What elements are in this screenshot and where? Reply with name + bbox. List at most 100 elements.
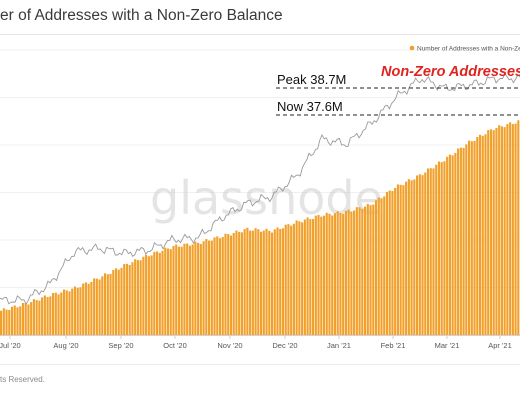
bar	[128, 264, 131, 335]
bar	[153, 251, 156, 335]
bar	[136, 260, 139, 335]
bar	[287, 224, 290, 335]
bar	[76, 287, 79, 335]
bar	[232, 233, 235, 335]
bar	[147, 256, 150, 335]
bar	[62, 289, 66, 335]
bar	[202, 241, 205, 335]
bar	[161, 250, 164, 335]
bar	[249, 230, 252, 335]
bar	[175, 244, 178, 335]
bar	[57, 294, 60, 335]
bar	[38, 300, 41, 335]
bar	[506, 124, 509, 335]
bar	[172, 246, 175, 335]
highlight-label: Non-Zero Addresses	[381, 64, 520, 80]
bar	[123, 264, 126, 335]
bar	[470, 141, 473, 335]
bar	[383, 196, 386, 335]
footer-divider	[0, 364, 520, 365]
bar	[260, 231, 263, 335]
bar	[13, 305, 16, 335]
x-tick-label: Nov '20	[217, 341, 242, 350]
bar	[459, 147, 462, 335]
bar	[197, 242, 200, 335]
bar	[418, 174, 421, 335]
bar	[112, 270, 115, 335]
bar	[131, 262, 134, 335]
bar	[511, 124, 514, 335]
bar	[54, 292, 57, 335]
x-tick-label: Apr '21	[488, 341, 512, 350]
bar	[295, 220, 298, 335]
bar	[82, 283, 85, 335]
bar	[177, 246, 181, 335]
bar	[380, 198, 383, 335]
bar	[35, 300, 38, 335]
bar	[333, 213, 337, 335]
bar	[180, 246, 183, 335]
bar	[484, 134, 487, 335]
bar	[205, 239, 208, 335]
title-divider	[0, 34, 520, 35]
bar	[120, 267, 123, 335]
legend-label: Number of Addresses with a Non-Zero Bala…	[417, 46, 520, 53]
bar	[353, 210, 356, 335]
bar	[487, 130, 490, 335]
bar	[446, 156, 449, 335]
bar	[84, 282, 87, 335]
bar	[405, 181, 408, 335]
bar	[344, 210, 347, 335]
bar	[117, 269, 120, 335]
bar	[407, 179, 410, 335]
chart-title: er of Addresses with a Non-Zero Balance	[0, 7, 283, 24]
bar	[385, 191, 389, 335]
bar	[320, 216, 323, 335]
bar	[322, 215, 326, 335]
bar	[273, 229, 276, 335]
x-tick-label: Jul '20	[0, 341, 21, 350]
bar	[440, 162, 443, 335]
bar	[457, 148, 460, 335]
x-tick-label: Oct '20	[163, 341, 187, 350]
bar	[374, 200, 378, 335]
bar	[312, 219, 315, 335]
bar	[489, 129, 493, 335]
bar	[465, 144, 468, 335]
bar	[361, 208, 364, 335]
bar	[270, 232, 274, 335]
bar	[265, 228, 268, 335]
bar	[8, 310, 11, 335]
bar	[227, 234, 230, 335]
bar	[435, 164, 438, 335]
bar	[342, 213, 345, 335]
bar	[114, 268, 118, 335]
bar	[509, 122, 512, 335]
bar	[517, 120, 520, 335]
bar	[218, 238, 222, 335]
bar	[468, 140, 471, 335]
bar	[169, 249, 172, 335]
bar	[262, 230, 265, 335]
bar	[79, 287, 82, 335]
bar	[394, 187, 397, 335]
bar	[377, 197, 380, 335]
bar	[93, 278, 96, 335]
bar	[257, 229, 260, 335]
bar	[68, 291, 71, 335]
bar	[355, 207, 358, 335]
bar	[284, 224, 287, 335]
bar	[2, 308, 5, 335]
bar	[139, 260, 142, 335]
copyright-text: ts Reserved.	[0, 375, 45, 384]
bar	[254, 228, 257, 335]
bar	[503, 127, 506, 335]
bar	[325, 212, 328, 335]
x-axis: Jul '20 Aug '20 Sep '20 Oct '20 Nov '20 Dec '…	[0, 335, 520, 350]
bar	[16, 307, 19, 335]
bar	[246, 227, 249, 335]
bar	[5, 309, 8, 335]
bar	[106, 274, 109, 335]
bar	[224, 233, 227, 335]
bar	[309, 219, 312, 335]
